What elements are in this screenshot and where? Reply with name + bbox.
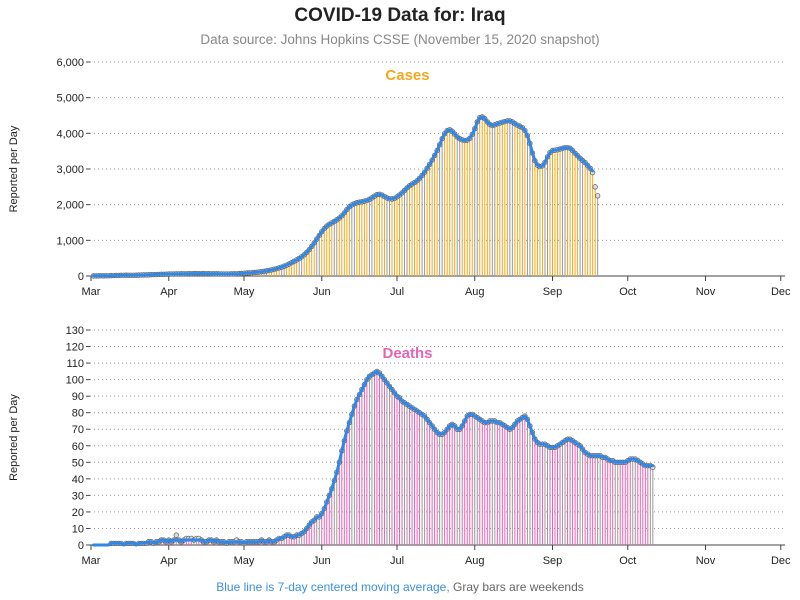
moving-average-line (92, 115, 595, 278)
x-tick-label: Aug (465, 555, 485, 567)
y-tick-label: 6,000 (56, 57, 84, 69)
y-tick-label: 4,000 (56, 128, 84, 140)
x-tick-label: May (234, 286, 255, 298)
x-tick-label: Dec (771, 555, 791, 567)
y-tick-label: 110 (66, 358, 84, 370)
data-point (595, 193, 601, 199)
x-tick-label: Mar (82, 286, 101, 298)
cases-chart: 0 1,000 2,000 3,000 4,000 5,000 6,000 Reported … (8, 57, 791, 298)
deaths-bars (110, 371, 654, 545)
footnote: Blue line is 7-day centered moving avera… (0, 580, 800, 594)
y-axis-label: Reported per Day (8, 125, 20, 212)
x-tick-label: Sep (543, 555, 563, 567)
moving-average-line (92, 369, 655, 547)
y-tick-label: 30 (72, 490, 84, 502)
x-tick-label: Dec (771, 286, 791, 298)
y-tick-label: 0 (78, 271, 84, 283)
panel-title: Cases (385, 67, 429, 84)
y-tick-label: 60 (72, 441, 84, 453)
cases-bars (93, 116, 599, 276)
y-tick-label: 130 (66, 325, 84, 337)
x-tick-label: Oct (619, 555, 636, 567)
y-tick-label: 10 (72, 523, 84, 535)
x-tick-label: Aug (465, 286, 485, 298)
x-tick-label: Jun (313, 555, 331, 567)
data-point (173, 532, 179, 538)
y-tick-label: 1,000 (56, 235, 84, 247)
x-tick-label: Apr (160, 555, 177, 567)
y-axis-label: Reported per Day (8, 394, 20, 481)
y-tick-label: 90 (72, 391, 84, 403)
x-tick-label: May (234, 555, 255, 567)
x-tick-label: Mar (82, 555, 101, 567)
y-tick-label: 5,000 (56, 93, 84, 105)
cases-points (90, 114, 601, 279)
x-tick-label: Nov (696, 555, 716, 567)
data-point (592, 184, 598, 190)
y-tick-label: 120 (66, 342, 84, 354)
y-tick-label: 3,000 (56, 164, 84, 176)
x-tick-label: Jul (390, 286, 404, 298)
x-tick-label: Oct (619, 286, 636, 298)
footnote-moving-average: Blue line is 7-day centered moving avera… (216, 580, 450, 594)
y-tick-label: 80 (72, 408, 84, 420)
y-tick-label: 50 (72, 457, 84, 469)
x-tick-label: Sep (543, 286, 563, 298)
x-tick-label: Nov (696, 286, 716, 298)
y-tick-label: 40 (72, 474, 84, 486)
panel-title: Deaths (382, 345, 432, 362)
y-tick-label: 2,000 (56, 200, 84, 212)
x-tick-label: Apr (160, 286, 177, 298)
y-tick-label: 20 (72, 507, 84, 519)
y-tick-label: 0 (78, 540, 84, 552)
page-subtitle: Data source: Johns Hopkins CSSE (Novembe… (200, 32, 600, 47)
y-tick-label: 70 (72, 424, 84, 436)
x-tick-label: Jun (313, 286, 331, 298)
y-tick-label: 100 (66, 375, 84, 387)
deaths-chart: 0 10 20 30 40 50 60 70 80 90 100 110 120 130 Reported … (8, 325, 791, 567)
footnote-weekend: Gray bars are weekends (453, 580, 584, 594)
x-tick-label: Jul (390, 555, 404, 567)
page-title: COVID-19 Data for: Iraq (294, 5, 506, 26)
